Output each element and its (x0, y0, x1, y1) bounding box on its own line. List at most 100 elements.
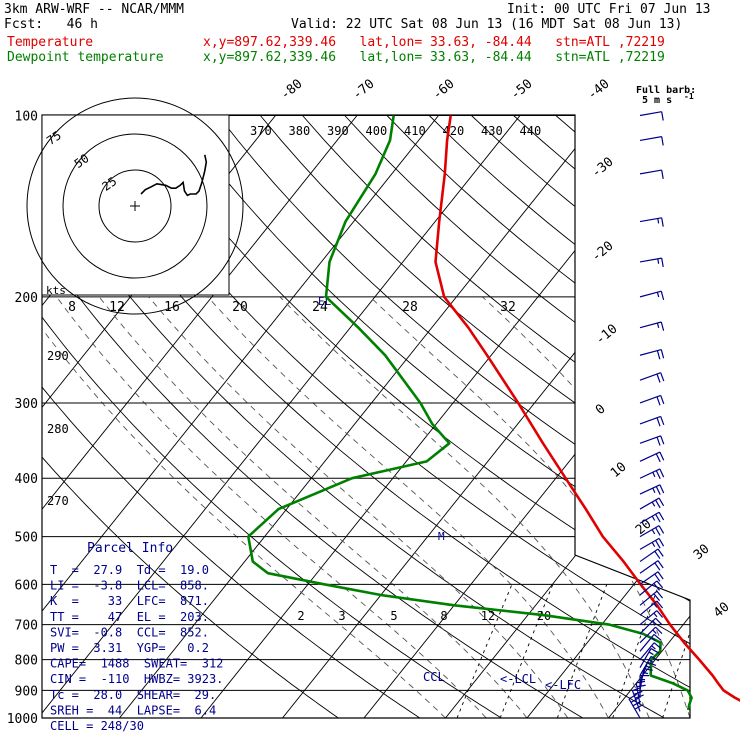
temperature-axis-label: 10 (608, 460, 630, 482)
parcel-info-row: TT = 47 EL = 203. (50, 610, 209, 624)
mixing-ratio-line (612, 584, 660, 718)
barb-staff (639, 548, 659, 563)
forecast-hour: Fcst: 46 h (4, 17, 98, 32)
wind-barb (639, 415, 665, 427)
parcel-info-row: CIN = -110 HWBZ= 3923. (50, 672, 223, 686)
wind-barb (639, 451, 665, 463)
dry-adiabat-line (597, 115, 690, 718)
isotherm-line (42, 115, 543, 718)
barb-staff (639, 560, 659, 574)
barb-half-flag (652, 620, 657, 626)
hodograph-ring (98, 169, 172, 243)
wind-barb (639, 111, 664, 121)
mixing-ratio-label: 3 (338, 609, 345, 623)
speed-tick-label: 8 (68, 300, 76, 315)
parcel-info-row: CELL = 248/30 (50, 719, 144, 733)
barb-note-line1: Full barb: (636, 85, 696, 96)
wind-barb (639, 590, 664, 606)
speed-tick-label: 28 (402, 300, 418, 315)
theta-label: 420 (443, 124, 465, 138)
barb-flag (661, 217, 664, 227)
dry-adiabat-line (42, 115, 688, 718)
barb-staff (639, 257, 662, 263)
isotherm-line (271, 115, 690, 718)
barb-half-flag (651, 645, 656, 650)
wind-barb (639, 617, 663, 635)
temperature-axis-label: -80 (278, 76, 306, 103)
dry-adiabat-line (42, 115, 605, 718)
barb-flag (634, 694, 644, 699)
hodograph-axis-label: kts (46, 284, 66, 297)
wind-barb (639, 348, 665, 360)
wind-barb (639, 560, 664, 574)
barb-staff (639, 571, 659, 585)
barb-flag (655, 470, 661, 480)
barb-half-flag (652, 471, 656, 478)
barb-flag (657, 548, 664, 557)
theta-label: 440 (520, 124, 542, 138)
speed-tick-label: 20 (232, 300, 248, 315)
dry-adiabat-line (42, 115, 357, 718)
dry-adiabat-line (682, 115, 690, 718)
barb-flag (653, 642, 662, 649)
barb-flag (656, 436, 661, 446)
temperature-trace (434, 115, 740, 702)
barb-flag (660, 395, 665, 405)
dry-adiabat-line (428, 115, 690, 718)
barb-staff (639, 617, 657, 635)
parcel-info-row: SREH = 44 LAPSE= 6.4 (50, 703, 216, 717)
barb-flag (660, 291, 665, 301)
barb-staff (639, 484, 661, 495)
barb-staff (639, 497, 660, 510)
barb-flag (655, 617, 663, 626)
barb-flag (661, 258, 664, 268)
temperature-axis-label: -30 (589, 154, 617, 181)
barb-flag (655, 453, 661, 463)
barb-staff (639, 642, 655, 660)
hodograph-ring-label: 75 (44, 128, 64, 148)
wind-barb (639, 511, 665, 524)
isotherm-line (679, 115, 690, 718)
barb-staff (639, 169, 662, 175)
speed-tick-label: 16 (164, 300, 180, 315)
parcel-info-row: SVI= -0.8 CCL= 852. (50, 625, 209, 639)
theta-label: 370 (250, 124, 272, 138)
barb-half-flag (651, 529, 656, 535)
barb-flag (658, 511, 665, 521)
wind-barb (639, 257, 664, 268)
pressure-label: 300 (15, 397, 38, 412)
barb-flag (654, 562, 661, 571)
dewpoint-trace (247, 115, 693, 711)
wind-barb (639, 290, 665, 301)
hodograph-ring-label: 25 (99, 174, 119, 194)
wind-barb (639, 580, 664, 596)
valid-time: Valid: 22 UTC Sat 08 Jun 13 (16 MDT Sat … (291, 17, 683, 32)
barb-flag (655, 527, 661, 536)
barb-flag (653, 593, 661, 601)
barb-half-flag (648, 651, 654, 656)
theta-270-label: 270 (47, 494, 69, 508)
barb-staff (639, 451, 661, 462)
barb-flag (650, 648, 660, 654)
barb-flag (658, 538, 665, 547)
barb-half-flag (656, 292, 660, 298)
moist-adiabat-line (279, 296, 650, 718)
barb-flag (659, 468, 665, 478)
isotherm-line (597, 115, 690, 718)
wind-barb (639, 525, 665, 538)
barb-flag (660, 435, 665, 445)
barb-flag (655, 499, 661, 509)
dry-adiabat-line (259, 115, 690, 718)
wind-barb (639, 468, 665, 480)
barb-half-flag (656, 322, 660, 329)
lcl-marker: <-LCL (500, 672, 536, 686)
mixing-ratio-lines (456, 584, 690, 718)
barb-flag (650, 655, 660, 662)
dry-adiabat-line (42, 115, 523, 718)
barb-half-flag (652, 629, 657, 634)
mixing-ratio-label: 5 (390, 609, 397, 623)
pressure-label: 1000 (7, 712, 38, 727)
barb-half-flag (657, 258, 660, 264)
speed-tick-label: 32 (500, 300, 516, 315)
hodograph-trace (140, 154, 208, 197)
